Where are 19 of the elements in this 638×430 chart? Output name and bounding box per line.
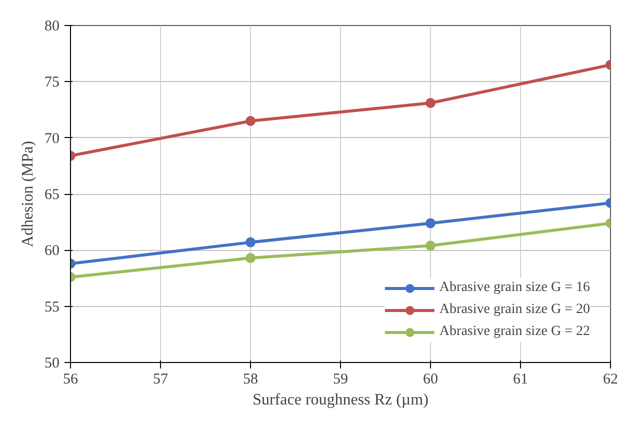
x-tick-label: 56 [63,372,78,388]
x-tick-label: 62 [603,372,618,388]
y-tick-label: 60 [44,243,60,260]
x-axis-title: Surface roughness Rz (µm) [252,392,428,408]
y-tick-label: 50 [44,356,60,372]
x-tick-label: 59 [333,372,348,388]
x-tick-label: 57 [153,372,168,388]
x-tick-label: 60 [423,372,438,388]
y-tick-label: 80 [44,18,60,34]
legend-label: Abrasive grain size G = 22 [439,324,590,340]
y-axis-title: Adhesion (MPa) [20,140,36,248]
y-tick-label: 70 [44,130,60,147]
y-tick-label: 65 [44,187,60,203]
y-tick-label: 75 [44,74,60,91]
x-tick-label: 61 [513,372,528,388]
legend-label: Abrasive grain size G = 20 [439,302,590,318]
legend-label: Abrasive grain size G = 16 [439,280,590,296]
x-tick-label: 58 [243,372,258,388]
y-tick-label: 55 [44,299,60,316]
